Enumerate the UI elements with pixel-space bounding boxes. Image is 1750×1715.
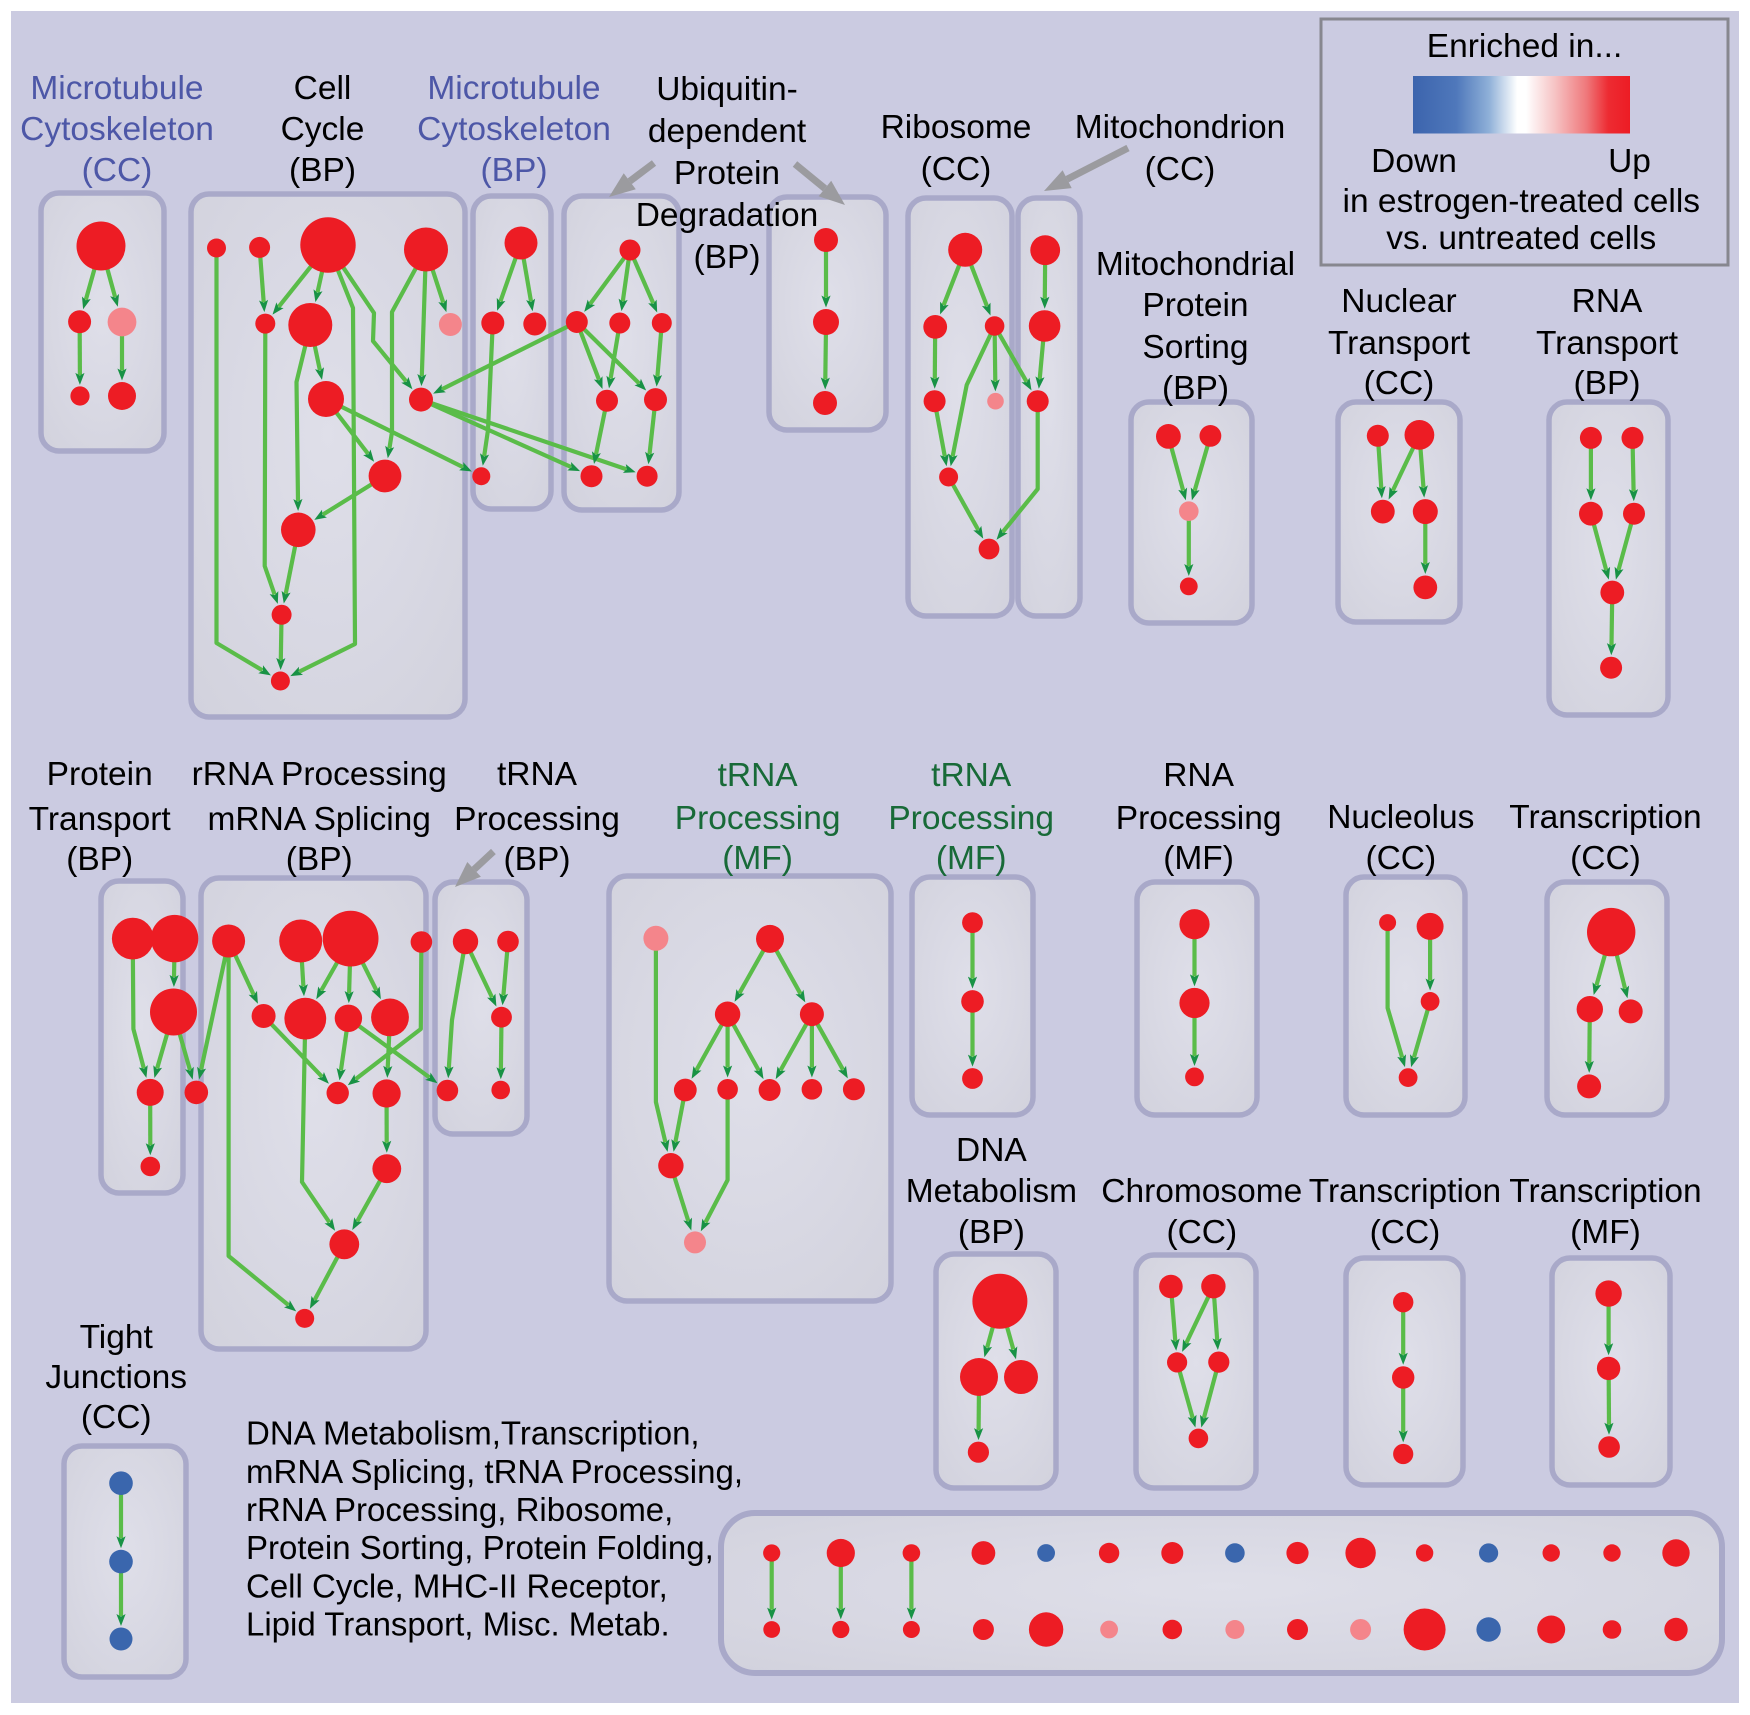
svg-text:Transport: Transport: [1328, 325, 1471, 362]
svg-text:Metabolism: Metabolism: [906, 1173, 1077, 1210]
svg-text:dependent: dependent: [648, 113, 807, 150]
svg-text:Nuclear: Nuclear: [1341, 283, 1456, 320]
svg-text:(CC): (CC): [81, 1399, 152, 1436]
svg-text:(BP): (BP): [481, 152, 548, 189]
svg-text:(CC): (CC): [921, 151, 992, 188]
svg-text:Protein Sorting, Protein Foldi: Protein Sorting, Protein Folding,: [246, 1529, 714, 1566]
svg-text:Transport: Transport: [29, 801, 172, 838]
svg-text:Processing: Processing: [888, 800, 1054, 837]
svg-text:(MF): (MF): [1163, 840, 1234, 877]
svg-text:Down: Down: [1371, 143, 1457, 180]
svg-text:DNA Metabolism,Transcription,: DNA Metabolism,Transcription,: [246, 1415, 700, 1452]
svg-text:Microtubule: Microtubule: [427, 70, 600, 107]
svg-text:Processing: Processing: [454, 801, 620, 838]
svg-text:Lipid Transport, Misc. Metab.: Lipid Transport, Misc. Metab.: [246, 1606, 670, 1643]
svg-text:(BP): (BP): [958, 1214, 1025, 1251]
svg-text:Nucleolus: Nucleolus: [1327, 799, 1474, 836]
svg-text:RNA: RNA: [1572, 283, 1643, 320]
svg-text:Transport: Transport: [1536, 325, 1679, 362]
svg-text:(MF): (MF): [722, 840, 793, 877]
svg-text:Ubiquitin-: Ubiquitin-: [656, 71, 798, 108]
svg-text:rRNA Processing, Ribosome,: rRNA Processing, Ribosome,: [246, 1491, 673, 1528]
svg-text:Cytoskeleton: Cytoskeleton: [20, 111, 214, 148]
svg-text:(BP): (BP): [694, 239, 761, 276]
svg-text:Junctions: Junctions: [45, 1359, 187, 1396]
svg-text:in estrogen-treated cells: in estrogen-treated cells: [1343, 183, 1701, 220]
svg-text:Up: Up: [1608, 143, 1651, 180]
svg-text:(MF): (MF): [936, 840, 1007, 877]
svg-text:(CC): (CC): [1145, 151, 1216, 188]
svg-text:rRNA Processing: rRNA Processing: [192, 756, 447, 793]
svg-text:Transcription: Transcription: [1509, 1173, 1701, 1210]
svg-text:(BP): (BP): [504, 841, 571, 878]
svg-text:Processing: Processing: [1116, 800, 1282, 837]
svg-text:(CC): (CC): [1365, 840, 1436, 877]
svg-text:Ribosome: Ribosome: [881, 109, 1032, 146]
svg-text:vs. untreated cells: vs. untreated cells: [1386, 220, 1656, 257]
svg-text:(CC): (CC): [1364, 365, 1435, 402]
svg-text:Processing: Processing: [675, 800, 841, 837]
svg-text:Protein: Protein: [47, 756, 153, 793]
svg-text:(CC): (CC): [1370, 1214, 1441, 1251]
svg-text:(MF): (MF): [1570, 1214, 1641, 1251]
svg-text:DNA: DNA: [956, 1132, 1027, 1169]
svg-text:Degradation: Degradation: [636, 197, 819, 234]
svg-text:tRNA: tRNA: [718, 757, 799, 794]
svg-text:Cell: Cell: [294, 70, 352, 107]
svg-text:RNA: RNA: [1163, 757, 1234, 794]
svg-text:(BP): (BP): [1574, 365, 1641, 402]
svg-text:Sorting: Sorting: [1142, 329, 1248, 366]
svg-text:mRNA Splicing, tRNA Processing: mRNA Splicing, tRNA Processing,: [246, 1453, 743, 1490]
svg-text:Transcription: Transcription: [1309, 1173, 1501, 1210]
svg-text:(CC): (CC): [1570, 840, 1641, 877]
svg-text:Cell Cycle, MHC-II Receptor,: Cell Cycle, MHC-II Receptor,: [246, 1567, 668, 1604]
svg-text:Transcription: Transcription: [1509, 799, 1701, 836]
svg-text:Protein: Protein: [674, 155, 780, 192]
svg-text:(CC): (CC): [82, 152, 153, 189]
svg-text:(BP): (BP): [289, 152, 356, 189]
svg-text:tRNA: tRNA: [497, 756, 578, 793]
svg-text:(BP): (BP): [286, 841, 353, 878]
svg-text:(BP): (BP): [66, 841, 133, 878]
svg-text:(BP): (BP): [1162, 370, 1229, 407]
svg-text:Tight: Tight: [80, 1319, 154, 1356]
svg-text:Chromosome: Chromosome: [1101, 1173, 1302, 1210]
svg-text:tRNA: tRNA: [931, 757, 1012, 794]
svg-text:Cytoskeleton: Cytoskeleton: [417, 111, 611, 148]
svg-text:Mitochondrial: Mitochondrial: [1096, 246, 1295, 283]
svg-text:Enriched in...: Enriched in...: [1427, 28, 1623, 65]
svg-text:Cycle: Cycle: [281, 111, 365, 148]
svg-text:(CC): (CC): [1166, 1214, 1237, 1251]
svg-text:mRNA Splicing: mRNA Splicing: [207, 801, 430, 838]
svg-text:Microtubule: Microtubule: [30, 70, 203, 107]
svg-text:Mitochondrion: Mitochondrion: [1075, 109, 1285, 146]
svg-text:Protein: Protein: [1142, 287, 1248, 324]
